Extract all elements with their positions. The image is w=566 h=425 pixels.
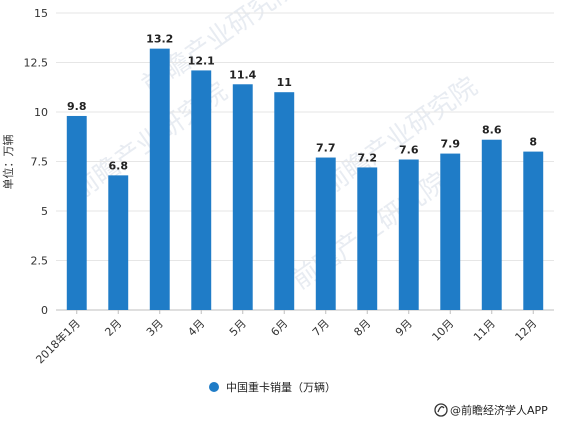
data-labels-layer: 9.8 6.8 13.2 12.1 11.4 11 7.7 7.2 7.6 7.9 8.6 8 xyxy=(67,33,537,173)
data-label: 8.6 xyxy=(482,124,502,137)
x-tick-label: 11月 xyxy=(471,317,498,344)
x-tick-label: 9月 xyxy=(393,317,415,339)
y-tick-label: 12.5 xyxy=(24,57,49,70)
x-tick-label: 10月 xyxy=(430,317,457,344)
bar xyxy=(108,175,129,310)
y-tick-label: 2.5 xyxy=(31,255,49,268)
bar xyxy=(149,48,170,310)
y-tick-label: 0 xyxy=(41,304,48,317)
bars-layer xyxy=(66,48,544,311)
data-label: 6.8 xyxy=(109,159,129,172)
bar xyxy=(523,151,544,310)
legend-swatch xyxy=(209,382,219,392)
x-tick-label: 12月 xyxy=(513,317,540,344)
x-axis-ticks: 2018年1月 2月 3月 4月 5月 6月 7月 8月 9月 10月 11月 12月 xyxy=(33,310,540,366)
bar xyxy=(481,139,502,310)
bar xyxy=(274,92,295,310)
bar xyxy=(315,157,336,310)
y-axis-title: 单位：万辆 xyxy=(1,135,15,190)
x-tick-label: 6月 xyxy=(268,317,290,339)
data-label: 12.1 xyxy=(188,54,215,67)
data-label: 11.4 xyxy=(229,68,256,81)
x-tick-label: 3月 xyxy=(144,317,166,339)
bar xyxy=(232,84,253,310)
y-axis-ticks: 0 2.5 5 7.5 10 12.5 15 xyxy=(24,7,49,317)
y-tick-label: 7.5 xyxy=(31,156,49,169)
data-label: 7.6 xyxy=(399,144,419,157)
data-label: 9.8 xyxy=(67,100,87,113)
x-tick-label: 2月 xyxy=(102,317,124,339)
bar xyxy=(191,70,212,310)
bar xyxy=(357,167,378,310)
bar xyxy=(440,153,461,310)
footer-source: @前瞻经济学人APP xyxy=(450,403,548,417)
bar xyxy=(66,115,87,311)
x-tick-label: 4月 xyxy=(185,317,207,339)
y-tick-label: 5 xyxy=(41,205,48,218)
x-tick-label: 7月 xyxy=(310,317,332,339)
legend: 中国重卡销量（万辆） xyxy=(209,380,336,394)
x-tick-label: 5月 xyxy=(227,317,249,339)
bar xyxy=(398,159,419,310)
qianzhan-logo-icon xyxy=(434,403,448,417)
grid-layer xyxy=(56,12,554,311)
data-label: 11 xyxy=(277,76,292,89)
data-label: 13.2 xyxy=(146,33,173,46)
y-tick-label: 10 xyxy=(34,106,48,119)
data-label: 7.2 xyxy=(358,151,378,164)
legend-label: 中国重卡销量（万辆） xyxy=(226,380,336,394)
footer: @前瞻经济学人APP xyxy=(434,403,548,417)
data-label: 8 xyxy=(529,136,537,149)
y-tick-label: 15 xyxy=(34,7,48,20)
x-tick-label: 2018年1月 xyxy=(33,316,83,366)
data-label: 7.9 xyxy=(441,138,461,151)
x-tick-label: 8月 xyxy=(351,317,373,339)
data-label: 7.7 xyxy=(316,142,336,155)
